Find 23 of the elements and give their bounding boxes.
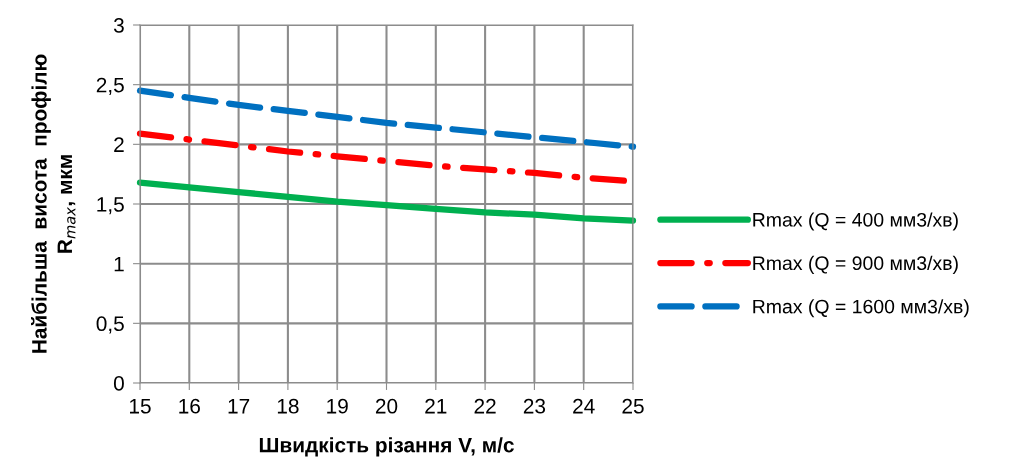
x-tick-label: 16 (179, 398, 200, 414)
legend-label: Rmax (Q = 900 мм3/хв) (753, 255, 958, 274)
x-tick-label: 17 (228, 399, 250, 414)
y-tick-label: 1,5 (97, 197, 124, 215)
y-tick-label: 2,5 (96, 77, 124, 95)
x-tick-label: 22 (474, 398, 496, 414)
x-tick-label: 23 (523, 398, 546, 414)
y-tick-label: 1 (114, 256, 124, 272)
x-tick-label: 18 (277, 398, 299, 414)
x-tick-label: 20 (375, 398, 398, 414)
legend-label: Rmax (Q = 1600 мм3/хв) (753, 299, 969, 318)
y-tick-label: 0 (113, 376, 124, 391)
x-tick-label: 24 (573, 398, 595, 414)
y-tick-label: 2 (114, 137, 124, 152)
y-tick-label: 3 (113, 18, 124, 33)
x-axis-title: Швидкість різання V, м/с (259, 437, 514, 457)
legend-label: Rmax (Q = 400 мм3/хв) (753, 212, 958, 231)
x-tick-label: 15 (130, 399, 151, 414)
x-tick-label: 21 (425, 398, 447, 414)
y-axis-title: Найбільша висота профілю R$_{max}$, мкм (31, 54, 76, 353)
x-tick-label: 19 (327, 398, 348, 414)
y-tick-label: 0,5 (96, 316, 124, 334)
x-tick-label: 25 (622, 398, 644, 414)
